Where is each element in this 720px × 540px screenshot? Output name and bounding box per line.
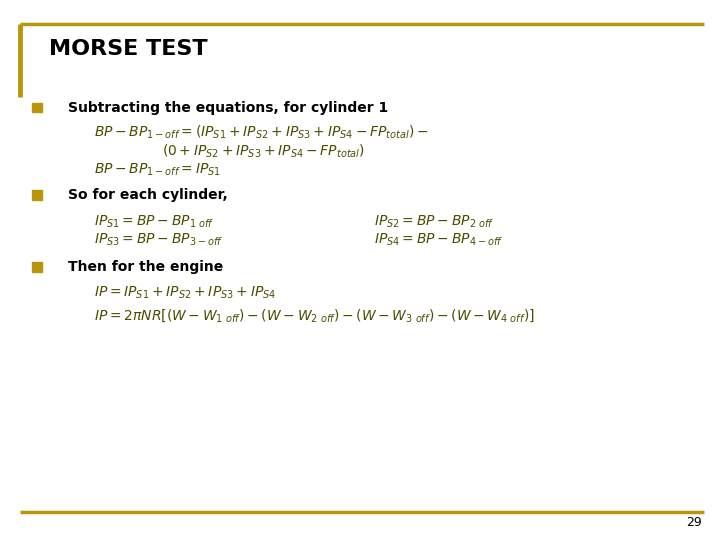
Text: MORSE TEST: MORSE TEST: [49, 38, 207, 59]
Text: Subtracting the equations, for cylinder 1: Subtracting the equations, for cylinder …: [68, 101, 389, 115]
Text: $IP_{S2} = BP - BP_{2\ off}$: $IP_{S2} = BP - BP_{2\ off}$: [374, 213, 495, 230]
Bar: [32, 190, 42, 200]
Text: $IP = IP_{S1} + IP_{S2} + IP_{S3} + IP_{S4}$: $IP = IP_{S1} + IP_{S2} + IP_{S3} + IP_{…: [94, 285, 276, 301]
Text: $IP_{S4} = BP - BP_{4-off}$: $IP_{S4} = BP - BP_{4-off}$: [374, 232, 503, 248]
Bar: [32, 262, 42, 272]
Text: $BP - BP_{1-off} = (IP_{S1} + IP_{S2} + IP_{S3} + IP_{S4} - FP_{total})-$: $BP - BP_{1-off} = (IP_{S1} + IP_{S2} + …: [94, 124, 428, 141]
Text: $IP = 2\pi NR[(W - W_{1\ off}) - (W - W_{2\ off}) - (W - W_{3\ off}) - (W - W_{4: $IP = 2\pi NR[(W - W_{1\ off}) - (W - W_…: [94, 307, 534, 325]
Text: Then for the engine: Then for the engine: [68, 260, 224, 274]
Text: 29: 29: [686, 516, 702, 529]
Bar: [32, 103, 42, 112]
Text: $BP - BP_{1-off} = IP_{S1}$: $BP - BP_{1-off} = IP_{S1}$: [94, 162, 220, 178]
Text: $IP_{S3} = BP - BP_{3-off}$: $IP_{S3} = BP - BP_{3-off}$: [94, 232, 222, 248]
Text: $IP_{S1} = BP - BP_{1\ off}$: $IP_{S1} = BP - BP_{1\ off}$: [94, 213, 214, 230]
Text: $(0 + IP_{S2} + IP_{S3} + IP_{S4} - FP_{total})$: $(0 + IP_{S2} + IP_{S3} + IP_{S4} - FP_{…: [162, 143, 365, 160]
Text: So for each cylinder,: So for each cylinder,: [68, 188, 228, 202]
